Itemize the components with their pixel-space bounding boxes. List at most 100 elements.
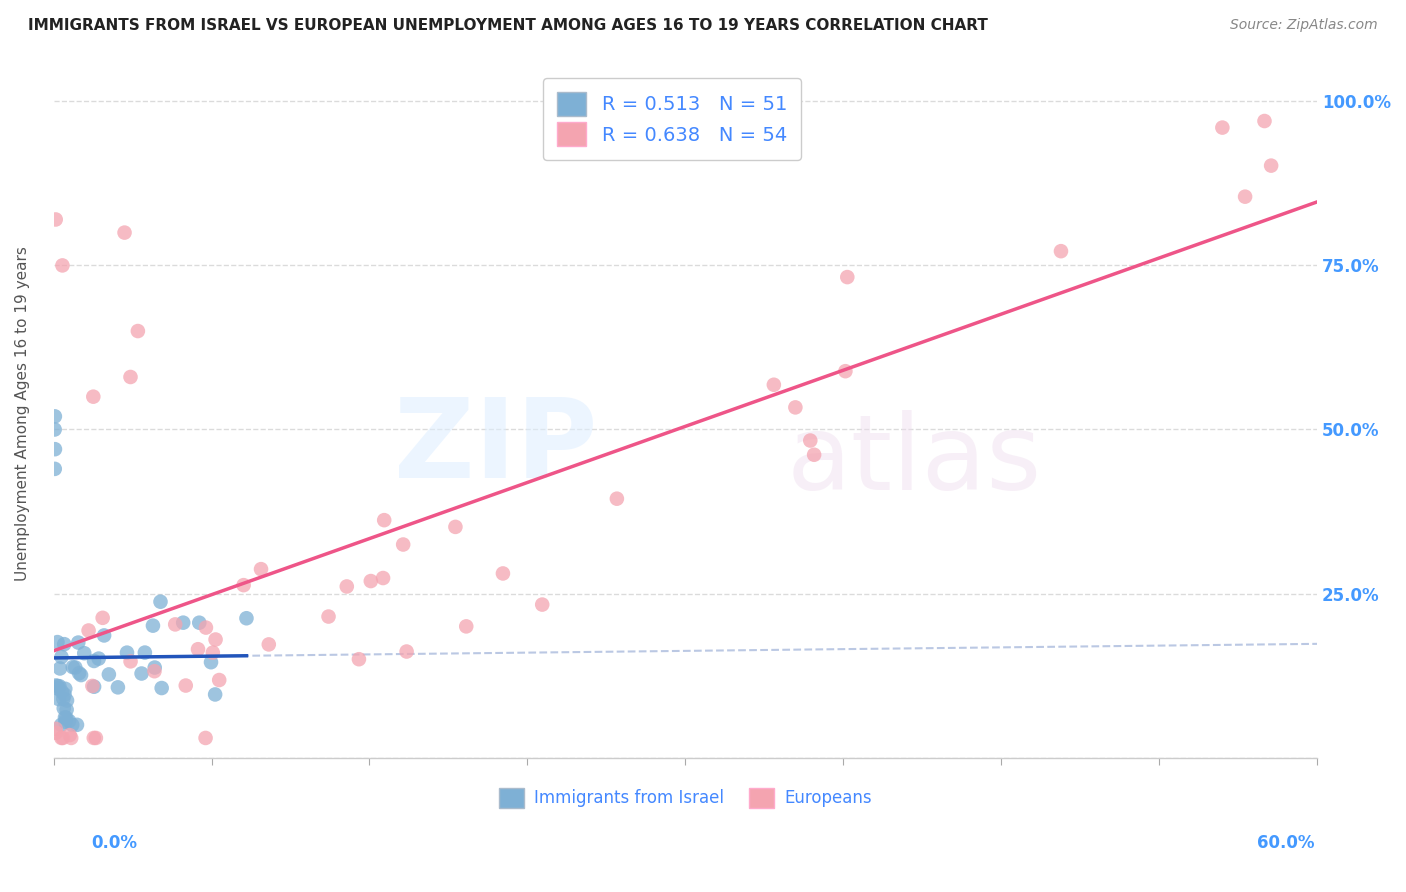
Point	[115, 646, 138, 660]
Point	[62, 660, 84, 674]
Point	[1253, 114, 1275, 128]
Text: ZIP: ZIP	[394, 394, 598, 501]
Point	[83, 654, 105, 668]
Point	[235, 611, 257, 625]
Point	[52, 731, 75, 745]
Point	[60, 718, 83, 732]
Text: atlas: atlas	[786, 410, 1042, 512]
Point	[232, 578, 254, 592]
Point	[44, 409, 66, 424]
Point	[165, 617, 187, 632]
Point	[59, 728, 82, 742]
Point	[87, 651, 110, 665]
Point	[53, 688, 76, 702]
Point	[53, 681, 76, 696]
Point	[46, 679, 69, 693]
Point	[56, 693, 79, 707]
Point	[1050, 244, 1073, 259]
Point	[55, 703, 77, 717]
Point	[194, 621, 217, 635]
Point	[143, 660, 166, 674]
Point	[67, 666, 90, 681]
Point	[174, 679, 197, 693]
Point	[65, 660, 87, 674]
Point	[48, 679, 70, 693]
Point	[45, 678, 67, 692]
Point	[318, 609, 340, 624]
Point	[194, 731, 217, 745]
Point	[44, 422, 66, 436]
Point	[837, 270, 859, 285]
Point	[77, 624, 100, 638]
Point	[114, 226, 136, 240]
Point	[785, 401, 807, 415]
Point	[97, 667, 120, 681]
Point	[204, 688, 226, 702]
Text: Source: ZipAtlas.com: Source: ZipAtlas.com	[1230, 18, 1378, 32]
Point	[134, 646, 156, 660]
Point	[201, 646, 224, 660]
Point	[127, 324, 149, 338]
Legend: Immigrants from Israel, Europeans: Immigrants from Israel, Europeans	[492, 781, 879, 814]
Point	[371, 571, 394, 585]
Point	[187, 642, 209, 657]
Point	[49, 661, 72, 675]
Point	[51, 649, 73, 664]
Text: 0.0%: 0.0%	[91, 834, 138, 852]
Point	[107, 681, 129, 695]
Point	[45, 726, 67, 740]
Text: IMMIGRANTS FROM ISRAEL VS EUROPEAN UNEMPLOYMENT AMONG AGES 16 TO 19 YEARS CORREL: IMMIGRANTS FROM ISRAEL VS EUROPEAN UNEMP…	[28, 18, 988, 33]
Point	[188, 615, 211, 630]
Point	[66, 718, 89, 732]
Point	[373, 513, 395, 527]
Point	[200, 655, 222, 669]
Point	[46, 635, 69, 649]
Point	[51, 718, 73, 732]
Point	[395, 644, 418, 658]
Point	[53, 710, 76, 724]
Point	[52, 691, 75, 706]
Point	[70, 668, 93, 682]
Point	[250, 562, 273, 576]
Point	[60, 731, 83, 745]
Point	[51, 684, 73, 698]
Point	[444, 520, 467, 534]
Point	[55, 711, 77, 725]
Point	[257, 637, 280, 651]
Point	[131, 666, 153, 681]
Point	[799, 434, 821, 448]
Point	[762, 377, 785, 392]
Point	[44, 462, 66, 476]
Point	[120, 654, 142, 668]
Point	[83, 731, 105, 745]
Point	[45, 722, 67, 736]
Point	[834, 364, 856, 378]
Point	[48, 692, 70, 706]
Text: 60.0%: 60.0%	[1257, 834, 1315, 852]
Point	[531, 598, 554, 612]
Point	[73, 646, 96, 660]
Point	[150, 681, 173, 695]
Point	[336, 579, 359, 593]
Point	[142, 618, 165, 632]
Point	[208, 673, 231, 687]
Point	[82, 679, 104, 693]
Point	[53, 714, 76, 729]
Point	[93, 628, 115, 642]
Point	[172, 615, 194, 630]
Point	[53, 637, 76, 651]
Point	[91, 611, 114, 625]
Point	[143, 664, 166, 678]
Point	[1234, 189, 1257, 203]
Y-axis label: Unemployment Among Ages 16 to 19 years: Unemployment Among Ages 16 to 19 years	[15, 245, 30, 581]
Point	[44, 442, 66, 457]
Point	[360, 574, 382, 588]
Point	[149, 595, 172, 609]
Point	[67, 635, 90, 649]
Point	[58, 714, 80, 728]
Point	[51, 731, 73, 745]
Point	[606, 491, 628, 506]
Point	[83, 680, 105, 694]
Point	[52, 701, 75, 715]
Point	[84, 731, 107, 745]
